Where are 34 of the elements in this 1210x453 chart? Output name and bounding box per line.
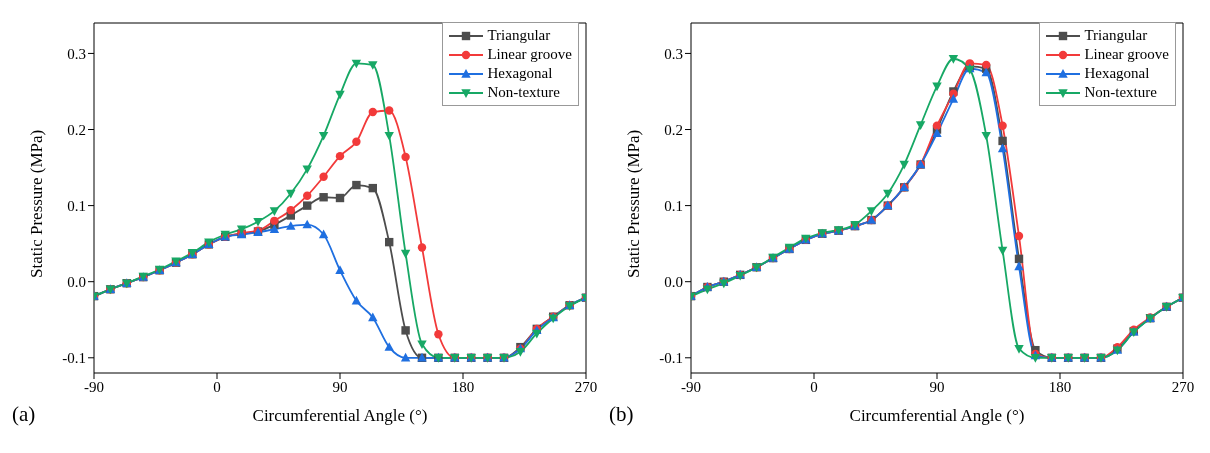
x-axis-title: Circumferential Angle (°) <box>252 406 428 425</box>
x-tick-label: -90 <box>681 378 701 395</box>
y-axis-title: Static Pressure (MPa) <box>624 129 644 278</box>
y-tick-label: 0.1 <box>664 197 683 214</box>
y-tick-label: 0.1 <box>67 197 86 214</box>
legend-label: Linear groove <box>1084 45 1169 64</box>
legend-label: Hexagonal <box>1084 64 1150 83</box>
x-tick-label: 90 <box>332 378 348 395</box>
x-tick-label: 270 <box>1171 378 1195 395</box>
x-tick-label: 90 <box>929 378 945 395</box>
x-axis-title: Circumferential Angle (°) <box>849 406 1025 425</box>
y-tick-label: -0.1 <box>659 350 683 367</box>
x-tick-label: 180 <box>451 378 475 395</box>
legend-label: Triangular <box>1084 26 1148 45</box>
y-tick-label: 0.0 <box>67 274 86 291</box>
legend-label: Triangular <box>487 26 551 45</box>
x-tick-label: 180 <box>1048 378 1072 395</box>
x-tick-label: 270 <box>574 378 598 395</box>
legend-label: Non-texture <box>1084 83 1157 102</box>
text: (b) <box>609 402 634 427</box>
x-tick-label: -90 <box>84 378 104 395</box>
y-tick-label: 0.0 <box>664 274 683 291</box>
legend-label: Hexagonal <box>487 64 553 83</box>
legend-label: Linear groove <box>487 45 572 64</box>
y-tick-label: -0.1 <box>62 350 86 367</box>
text: (a) <box>12 402 36 427</box>
y-axis-title: Static Pressure (MPa) <box>27 129 47 278</box>
legend-label: Non-texture <box>487 83 560 102</box>
y-tick-label: 0.3 <box>664 45 683 62</box>
y-tick-label: 0.2 <box>67 121 86 138</box>
y-tick-label: 0.2 <box>664 121 683 138</box>
x-tick-label: 0 <box>213 378 221 395</box>
y-tick-label: 0.3 <box>67 45 86 62</box>
x-tick-label: 0 <box>810 378 818 395</box>
